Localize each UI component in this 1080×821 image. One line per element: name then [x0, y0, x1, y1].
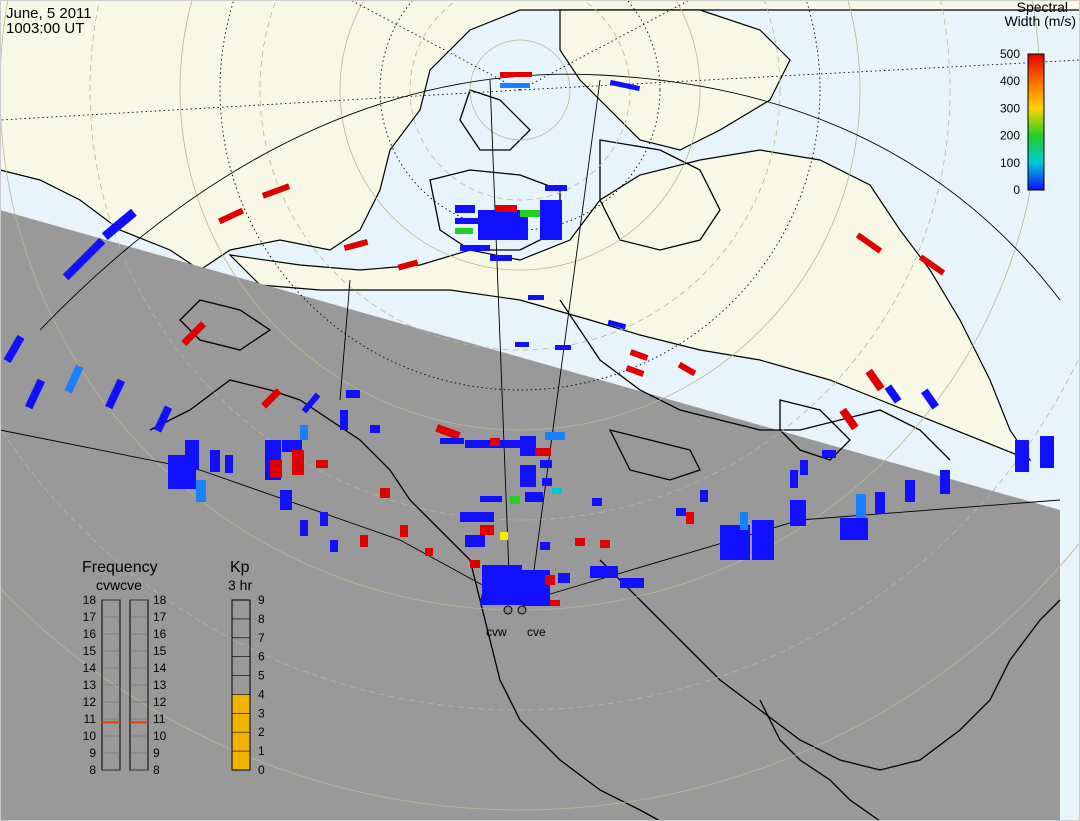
colorbar-gradient [1027, 53, 1045, 191]
kp-tick-label: 0 [258, 763, 265, 777]
land-day-canada [228, 149, 1032, 462]
scatter-cells [3, 72, 1054, 606]
frequency-tick-label-left: 9 [89, 746, 96, 760]
kp-tick-label: 9 [258, 593, 265, 607]
radar-site-cvw [503, 605, 513, 615]
kp-tick-label: 6 [258, 650, 265, 664]
colorbar-tick-label: 200 [1000, 129, 1020, 143]
colorbar-title-line1: Spectral [1016, 0, 1068, 15]
frequency-tick-label-left: 12 [83, 695, 97, 709]
frequency-tick-label-left: 17 [83, 610, 97, 624]
frequency-tick-label-right: 14 [153, 661, 167, 675]
kp-tick-label: 5 [258, 669, 265, 683]
header-time: 1003:00 UT [6, 20, 85, 37]
colorbar-title-line2: Width (m/s) [1004, 13, 1076, 29]
frequency-tick-label-right: 13 [153, 678, 167, 692]
kp-tick-label: 3 [258, 706, 265, 720]
frequency-tick-label-left: 11 [84, 712, 97, 726]
frequency-tick-label-right: 16 [153, 627, 167, 641]
land-day [0, 0, 1080, 271]
frequency-tick-label-right: 18 [153, 593, 167, 607]
frequency-title: Frequency [82, 559, 158, 576]
colorbar-tick-label: 100 [1000, 156, 1020, 170]
kp-tick-label: 2 [258, 725, 265, 739]
frequency-tick-label-right: 10 [153, 729, 167, 743]
kp-tick-label: 1 [258, 744, 265, 758]
frequency-tick-label-left: 18 [83, 593, 97, 607]
frequency-tick-label-right: 9 [153, 746, 160, 760]
kp-tick-label: 4 [258, 687, 265, 701]
colorbar-tick-label: 300 [1000, 101, 1020, 115]
frequency-tick-label-left: 16 [83, 627, 97, 641]
coastlines [149, 89, 1061, 821]
kp-subtitle: 3 hr [228, 577, 253, 593]
frequency-panel: 18 18 17 17 16 16 15 15 14 14 13 13 12 12 11 11 10 10 9 9 8 8 [83, 593, 167, 777]
header-date: June, 5 2011 [6, 5, 92, 22]
frequency-tick-label-left: 13 [83, 678, 97, 692]
frequency-tick-label-right: 17 [153, 610, 167, 624]
frequency-tick-label-right: 8 [153, 763, 160, 777]
night-shade [0, 210, 1060, 821]
frequency-tick-label-right: 15 [153, 644, 167, 658]
colorbar-tick-label: 500 [1000, 47, 1020, 61]
frequency-tick-label-right: 11 [153, 712, 166, 726]
radar-site-cve [517, 605, 527, 615]
greenland [559, 9, 791, 151]
kp-panel: 9 8 7 6 5 4 3 2 1 0 [231, 593, 265, 777]
spectral-width-colorbar: 500 400 300 200 100 0 [1000, 47, 1045, 197]
kp-tick-label: 7 [258, 631, 265, 645]
kp-title: Kp [230, 559, 250, 576]
frequency-tick-label-left: 10 [83, 729, 97, 743]
radar-label-cvw: cvw [486, 625, 507, 639]
kp-tick-label: 8 [258, 612, 265, 626]
colorbar-tick-label: 400 [1000, 74, 1020, 88]
colorbar-tick-label: 0 [1013, 183, 1020, 197]
frequency-tick-label-right: 12 [153, 695, 167, 709]
frequency-tick-label-left: 14 [83, 661, 97, 675]
radar-label-cve: cve [527, 625, 546, 639]
frequency-tick-label-left: 15 [83, 644, 97, 658]
frequency-columns-label: cvwcve [96, 577, 142, 593]
frequency-tick-label-left: 8 [89, 763, 96, 777]
